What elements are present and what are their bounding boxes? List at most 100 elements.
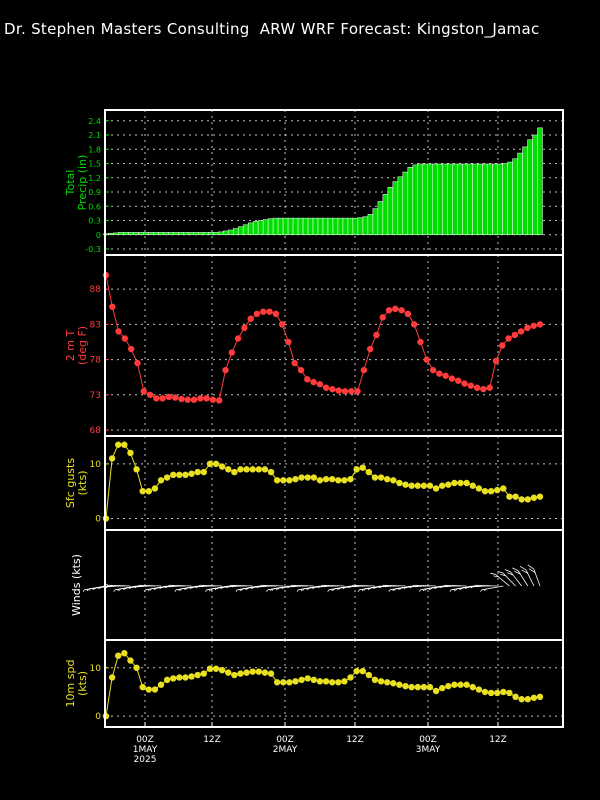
- data-point: [530, 494, 538, 501]
- data-point: [273, 477, 281, 484]
- wind-barb: [504, 569, 522, 587]
- data-point: [429, 366, 437, 374]
- data-point: [188, 470, 195, 477]
- x-tick-label: 1MAY: [133, 745, 158, 755]
- data-point: [286, 679, 293, 686]
- wind-barb: [197, 584, 223, 588]
- y-axis-label: 2 m T (deg F): [64, 326, 89, 365]
- precip-bar: [317, 217, 324, 235]
- data-point: [255, 668, 263, 675]
- series-line: [105, 652, 541, 717]
- data-point: [335, 679, 342, 686]
- data-point: [348, 388, 355, 395]
- data-point: [360, 366, 368, 374]
- precip-bar: [452, 163, 458, 236]
- data-point: [249, 668, 256, 675]
- data-point: [170, 471, 177, 478]
- wind-barb: [472, 584, 498, 588]
- y-tick-label: 0: [95, 712, 101, 722]
- data-point: [322, 475, 330, 483]
- y-tick-label: 10: [90, 664, 102, 674]
- data-point: [182, 674, 189, 681]
- precip-bar: [237, 226, 244, 236]
- precip-bar: [183, 232, 189, 235]
- data-point: [121, 335, 129, 342]
- precip-bar: [302, 217, 309, 235]
- data-point: [209, 396, 217, 403]
- data-point: [297, 366, 305, 374]
- data-point: [518, 496, 525, 503]
- precip-bar: [108, 233, 114, 235]
- data-point: [500, 485, 507, 492]
- precip-bar: [232, 228, 239, 235]
- data-point: [475, 686, 483, 693]
- data-point: [512, 693, 519, 701]
- data-point: [139, 683, 146, 691]
- data-point: [385, 307, 393, 314]
- precip-bar: [377, 201, 384, 235]
- precip-bar: [267, 218, 274, 236]
- data-point: [451, 479, 458, 487]
- y-tick-label: -0.3: [85, 245, 101, 254]
- data-point: [494, 486, 501, 494]
- data-point: [255, 466, 263, 473]
- data-point: [127, 345, 135, 353]
- data-point: [157, 477, 165, 484]
- precip-bar: [193, 232, 199, 235]
- data-point: [304, 675, 311, 682]
- x-tick-label: 12Z: [489, 735, 507, 745]
- data-point: [234, 335, 242, 342]
- precip-bar: [153, 232, 159, 235]
- data-point: [278, 321, 286, 328]
- data-point: [163, 474, 171, 481]
- precip-bar: [297, 217, 304, 235]
- data-point: [536, 493, 544, 500]
- y-tick-label: 2.1: [88, 131, 101, 140]
- data-point: [159, 395, 166, 402]
- data-point: [247, 315, 254, 322]
- data-point: [469, 482, 476, 489]
- data-point: [445, 682, 452, 690]
- data-point: [417, 338, 424, 346]
- data-point: [206, 665, 214, 672]
- y-axis-label-line: Winds (kts): [70, 554, 83, 616]
- precip-bar: [148, 232, 154, 235]
- precip-bar: [522, 146, 528, 235]
- data-point: [500, 688, 507, 696]
- precip-bar: [173, 232, 179, 235]
- data-point: [475, 485, 483, 492]
- precip-bar: [242, 224, 249, 235]
- precip-bar: [382, 194, 389, 235]
- x-tick-label: 3MAY: [416, 745, 441, 755]
- precip-bar: [422, 163, 429, 236]
- x-tick-label: 00Z: [276, 735, 294, 745]
- data-point: [310, 676, 318, 684]
- y-tick-label: 0.9: [88, 188, 101, 197]
- data-point: [218, 463, 226, 470]
- data-point: [432, 485, 440, 492]
- data-point: [506, 493, 513, 500]
- x-tick-label: 2MAY: [273, 745, 298, 755]
- data-point: [285, 338, 292, 346]
- precip-bar: [462, 163, 468, 236]
- wind-barb: [497, 570, 516, 587]
- precip-bar: [372, 208, 379, 235]
- data-point: [243, 669, 250, 676]
- data-point: [467, 382, 475, 389]
- y-tick-label: 73: [90, 391, 101, 401]
- data-point: [194, 468, 201, 476]
- data-point: [353, 466, 360, 473]
- precip-bar: [342, 217, 349, 235]
- data-point: [310, 378, 317, 386]
- precip-bar: [163, 232, 169, 235]
- data-point: [151, 686, 159, 693]
- data-point: [494, 689, 501, 697]
- data-point: [383, 475, 391, 483]
- data-point: [411, 321, 418, 328]
- y-tick-label: 83: [90, 320, 101, 330]
- data-point: [329, 385, 336, 393]
- data-point: [457, 479, 464, 487]
- precip-bar: [467, 163, 473, 236]
- data-point: [171, 394, 179, 401]
